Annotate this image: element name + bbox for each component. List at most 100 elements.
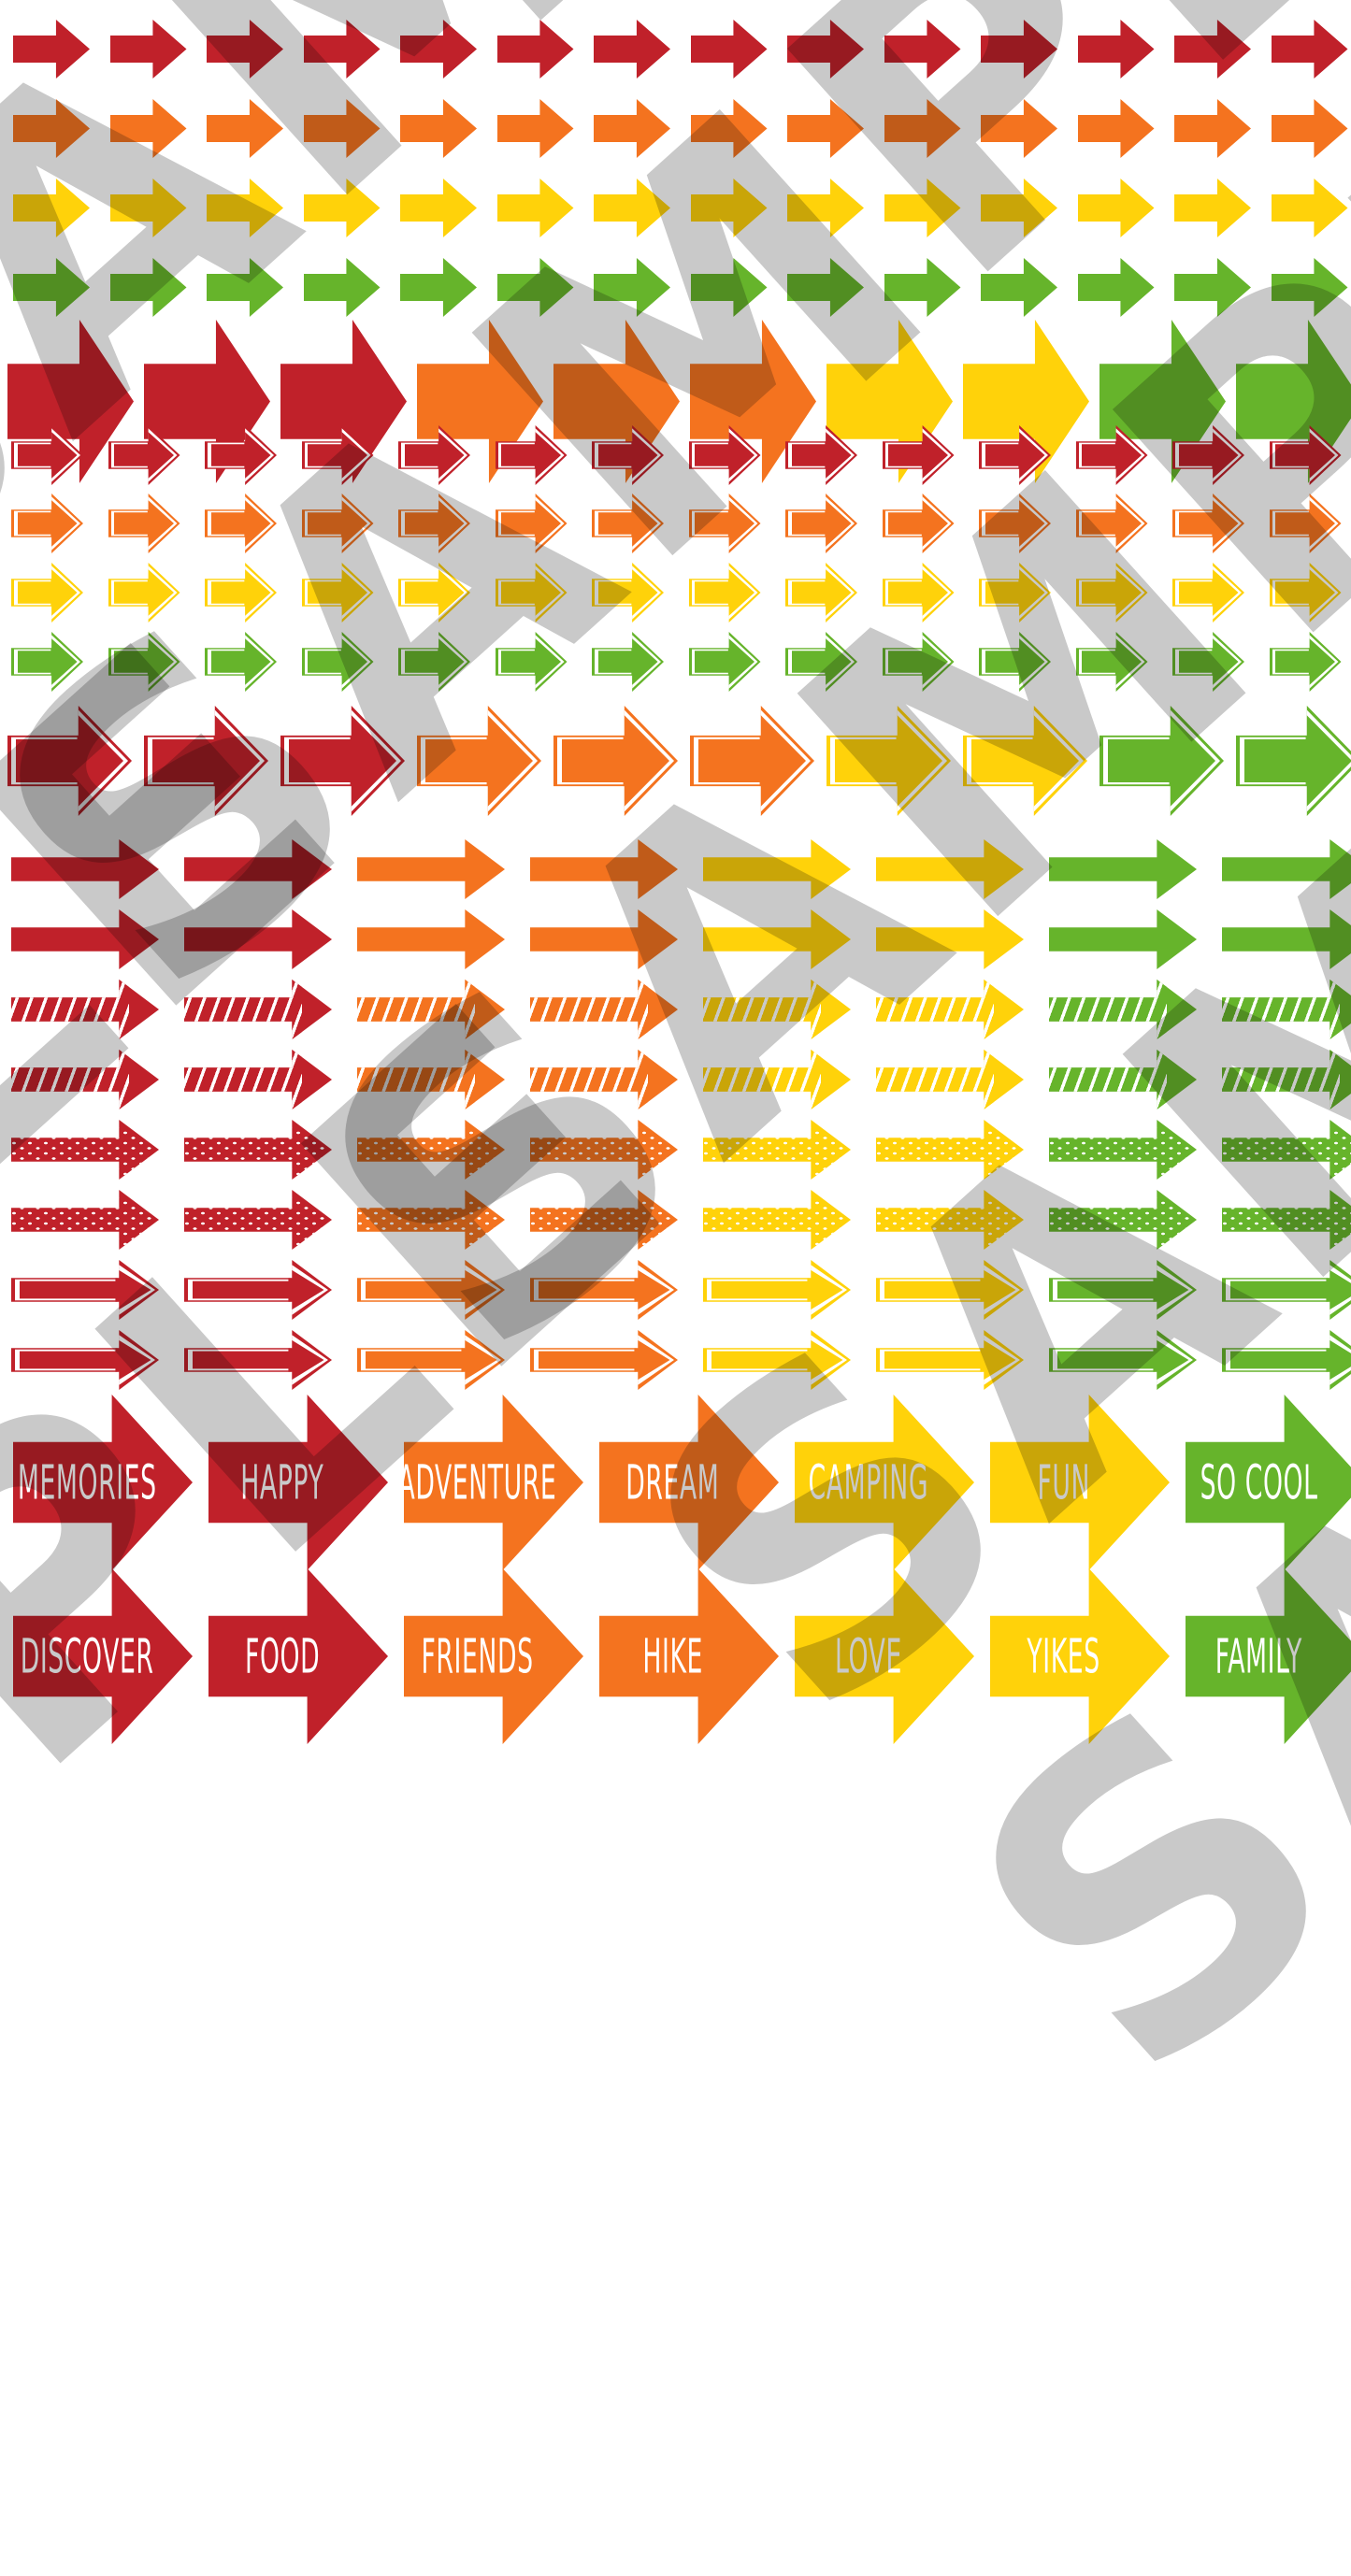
- solid-long-arrow-yellow: [876, 839, 1024, 899]
- solid-long-arrow-yellow: [703, 839, 851, 899]
- arrow-label-text: FAMILY: [1215, 1628, 1302, 1683]
- arrow-fill: [985, 500, 1045, 548]
- outline-small-arrow-red: [592, 425, 664, 485]
- outline-long-arrow-green: [1049, 1330, 1197, 1390]
- arrow-fill: [1275, 569, 1335, 617]
- arrow-fill: [1179, 569, 1239, 617]
- solid-small-arrow-red: [304, 20, 381, 79]
- outline-long-arrow-green: [1049, 1260, 1197, 1320]
- solid-small-arrow-orange: [207, 99, 283, 158]
- labeled-arrow-yikes: YIKES: [990, 1568, 1170, 1744]
- dotted-long-arrow-orange: [357, 1120, 505, 1180]
- labeled-arrow-fun: FUN: [990, 1395, 1170, 1570]
- arrow-fill: [1244, 714, 1351, 808]
- solid-small-arrow-yellow: [304, 179, 381, 237]
- solid-small-arrow-red: [884, 20, 961, 79]
- arrow-fill: [792, 500, 852, 548]
- arrow-fill: [289, 714, 396, 808]
- solid-small-arrow-yellow: [691, 179, 768, 237]
- dotted-long-arrow-orange: [530, 1190, 678, 1250]
- solid-small-arrow-yellow: [1174, 179, 1251, 237]
- striped-long-arrow-red: [184, 980, 332, 1039]
- solid-long-arrow-green: [1222, 909, 1351, 969]
- labeled-arrow-discover: DISCOVER: [13, 1568, 193, 1744]
- arrow-label-box: HIKE: [599, 1568, 746, 1744]
- outline-small-arrow-orange: [496, 494, 568, 553]
- outline-long-arrow-orange: [357, 1260, 505, 1320]
- outline-small-arrow-orange: [108, 494, 180, 553]
- outline-small-arrow-yellow: [1270, 563, 1342, 623]
- solid-long-arrow-green: [1222, 839, 1351, 899]
- solid-small-arrow-yellow: [981, 179, 1057, 237]
- outline-small-arrow-green: [108, 632, 180, 692]
- arrow-label-text: CAMPING: [808, 1454, 928, 1510]
- dotted-long-arrow-green: [1049, 1190, 1197, 1250]
- arrow-label-box: FOOD: [208, 1568, 355, 1744]
- arrow-fill: [1275, 638, 1335, 686]
- striped-long-arrow-green: [1222, 980, 1351, 1039]
- solid-small-arrow-orange: [981, 99, 1057, 158]
- outline-long-arrow-green: [1222, 1260, 1351, 1320]
- arrow-fill: [1082, 638, 1142, 686]
- solid-small-arrow-green: [400, 258, 477, 317]
- solid-small-arrow-green: [110, 258, 187, 317]
- solid-small-arrow-orange: [400, 99, 477, 158]
- outline-small-arrow-yellow: [496, 563, 568, 623]
- dotted-long-arrow-yellow: [703, 1120, 851, 1180]
- arrow-fill: [308, 569, 367, 617]
- outline-small-arrow-green: [11, 632, 83, 692]
- dotted-long-arrow-yellow: [876, 1190, 1024, 1250]
- arrow-fill: [1082, 569, 1142, 617]
- arrow-fill: [698, 714, 806, 808]
- arrow-fill: [18, 569, 78, 617]
- outline-small-arrow-yellow: [108, 563, 180, 623]
- labeled-arrow-hike: HIKE: [599, 1568, 779, 1744]
- solid-small-arrow-orange: [691, 99, 768, 158]
- outline-small-arrow-orange: [11, 494, 83, 553]
- solid-long-arrow-orange: [357, 839, 505, 899]
- arrow-fill: [1179, 638, 1239, 686]
- outline-small-arrow-yellow: [11, 563, 83, 623]
- arrow-fill: [562, 714, 669, 808]
- arrow-label-text: HAPPY: [240, 1454, 323, 1510]
- solid-long-arrow-orange: [530, 839, 678, 899]
- solid-small-arrow-orange: [884, 99, 961, 158]
- solid-small-arrow-orange: [787, 99, 864, 158]
- outline-small-arrow-green: [592, 632, 664, 692]
- outline-long-arrow-orange: [357, 1330, 505, 1390]
- arrow-fill: [1179, 500, 1239, 548]
- outline-small-arrow-yellow: [689, 563, 761, 623]
- arrow-row-13-striped-long: [0, 980, 1351, 1039]
- dotted-long-arrow-green: [1222, 1190, 1351, 1250]
- arrow-row-3-solid-small: [0, 179, 1351, 237]
- striped-long-arrow-orange: [357, 980, 505, 1039]
- arrow-row-9-outline-small: [0, 632, 1351, 692]
- outline-small-arrow-red: [496, 425, 568, 485]
- solid-small-arrow-red: [497, 20, 574, 79]
- arrow-label-box: DISCOVER: [13, 1568, 160, 1744]
- outline-big-arrow-red: [7, 706, 132, 816]
- solid-small-arrow-red: [691, 20, 768, 79]
- striped-long-arrow-yellow: [703, 1050, 851, 1109]
- solid-small-arrow-green: [497, 258, 574, 317]
- outline-long-arrow-yellow: [876, 1260, 1024, 1320]
- striped-long-arrow-yellow: [876, 980, 1024, 1039]
- outline-small-arrow-yellow: [1076, 563, 1148, 623]
- outline-small-arrow-red: [398, 425, 470, 485]
- outline-small-arrow-green: [979, 632, 1051, 692]
- solid-small-arrow-green: [981, 258, 1057, 317]
- labeled-arrow-dream: DREAM: [599, 1395, 779, 1570]
- outline-big-arrow-yellow: [826, 706, 951, 816]
- solid-small-arrow-red: [594, 20, 670, 79]
- outline-small-arrow-green: [398, 632, 470, 692]
- labeled-arrow-friends: FRIENDS: [404, 1568, 583, 1744]
- dotted-long-arrow-green: [1222, 1120, 1351, 1180]
- arrow-fill: [598, 638, 658, 686]
- striped-long-arrow-green: [1049, 1050, 1197, 1109]
- solid-small-arrow-yellow: [1272, 179, 1348, 237]
- labeled-arrow-memories: MEMORIES: [13, 1395, 193, 1570]
- arrow-fill: [501, 432, 561, 479]
- arrow-fill: [308, 500, 367, 548]
- arrow-fill: [695, 500, 755, 548]
- solid-small-arrow-green: [1272, 258, 1348, 317]
